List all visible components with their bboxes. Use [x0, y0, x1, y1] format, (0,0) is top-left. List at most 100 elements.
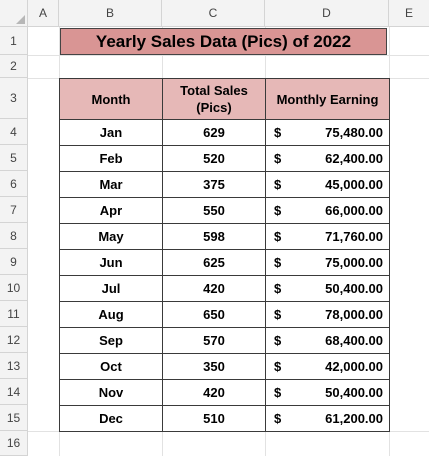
- row-header-14[interactable]: 14: [0, 379, 28, 405]
- cell-total-sales[interactable]: 650: [162, 301, 266, 328]
- currency-symbol: $: [274, 125, 282, 140]
- cell-monthly-earning[interactable]: $50,400.00: [265, 275, 390, 302]
- earning-value: $61,200.00: [266, 411, 389, 426]
- column-header-e[interactable]: E: [389, 0, 429, 27]
- cell-total-sales[interactable]: 420: [162, 379, 266, 406]
- row-header-9[interactable]: 9: [0, 249, 28, 275]
- cell-total-sales[interactable]: 598: [162, 223, 266, 250]
- cell-total-sales[interactable]: 520: [162, 145, 266, 172]
- row-header-15[interactable]: 15: [0, 405, 28, 431]
- row-header-12[interactable]: 12: [0, 327, 28, 353]
- cell-month[interactable]: Jun: [59, 249, 163, 276]
- row-header-11[interactable]: 11: [0, 301, 28, 327]
- cell-monthly-earning[interactable]: $42,000.00: [265, 353, 390, 380]
- cell-monthly-earning[interactable]: $62,400.00: [265, 145, 390, 172]
- table-row: Jun 625 $75,000.00: [59, 249, 390, 276]
- header-sales-line1: Total Sales: [180, 83, 248, 98]
- currency-symbol: $: [274, 229, 282, 244]
- row-header-6[interactable]: 6: [0, 171, 28, 197]
- earning-value: $78,000.00: [266, 307, 389, 322]
- earning-amount: 78,000.00: [325, 307, 383, 322]
- earning-amount: 50,400.00: [325, 281, 383, 296]
- cell-month[interactable]: Jan: [59, 119, 163, 146]
- column-header-a[interactable]: A: [28, 0, 59, 27]
- table-row: Mar 375 $45,000.00: [59, 171, 390, 198]
- row-header-16[interactable]: 16: [0, 431, 28, 456]
- earning-amount: 71,760.00: [325, 229, 383, 244]
- earning-value: $50,400.00: [266, 385, 389, 400]
- cell-month[interactable]: Mar: [59, 171, 163, 198]
- cell-monthly-earning[interactable]: $50,400.00: [265, 379, 390, 406]
- currency-symbol: $: [274, 385, 282, 400]
- earning-amount: 75,480.00: [325, 125, 383, 140]
- row-header-3[interactable]: 3: [0, 78, 28, 119]
- cell-month[interactable]: May: [59, 223, 163, 250]
- select-all-corner[interactable]: [0, 0, 28, 27]
- cell-monthly-earning[interactable]: $71,760.00: [265, 223, 390, 250]
- row-header-10[interactable]: 10: [0, 275, 28, 301]
- cell-month[interactable]: Aug: [59, 301, 163, 328]
- table-row: Aug 650 $78,000.00: [59, 301, 390, 328]
- cell-monthly-earning[interactable]: $75,480.00: [265, 119, 390, 146]
- table-row: Dec 510 $61,200.00: [59, 405, 390, 432]
- cell-month[interactable]: Apr: [59, 197, 163, 224]
- cell-total-sales[interactable]: 510: [162, 405, 266, 432]
- row-header-2[interactable]: 2: [0, 55, 28, 78]
- header-month[interactable]: Month: [59, 78, 163, 120]
- table-body: Jan 629 $75,480.00 Feb 520 $62,400.00 Mar 375 $4…: [59, 119, 390, 432]
- cell-monthly-earning[interactable]: $61,200.00: [265, 405, 390, 432]
- cell-total-sales[interactable]: 625: [162, 249, 266, 276]
- cell-month[interactable]: Nov: [59, 379, 163, 406]
- cell-monthly-earning[interactable]: $75,000.00: [265, 249, 390, 276]
- cell-monthly-earning[interactable]: $45,000.00: [265, 171, 390, 198]
- row-header-8[interactable]: 8: [0, 223, 28, 249]
- cell-month[interactable]: Oct: [59, 353, 163, 380]
- table-row: May 598 $71,760.00: [59, 223, 390, 250]
- cell-month[interactable]: Feb: [59, 145, 163, 172]
- cell-total-sales[interactable]: 350: [162, 353, 266, 380]
- earning-amount: 45,000.00: [325, 177, 383, 192]
- earning-amount: 61,200.00: [325, 411, 383, 426]
- earning-amount: 42,000.00: [325, 359, 383, 374]
- column-header-d[interactable]: D: [265, 0, 389, 27]
- table-row: Nov 420 $50,400.00: [59, 379, 390, 406]
- row-header-4[interactable]: 4: [0, 119, 28, 145]
- currency-symbol: $: [274, 281, 282, 296]
- table-header-row: Month Total Sales (Pics) Monthly Earning: [59, 78, 390, 120]
- earning-amount: 66,000.00: [325, 203, 383, 218]
- cell-monthly-earning[interactable]: $66,000.00: [265, 197, 390, 224]
- currency-symbol: $: [274, 255, 282, 270]
- table-row: Apr 550 $66,000.00: [59, 197, 390, 224]
- earning-amount: 75,000.00: [325, 255, 383, 270]
- select-all-triangle-icon: [16, 15, 25, 24]
- column-header-c[interactable]: C: [162, 0, 265, 27]
- cell-total-sales[interactable]: 629: [162, 119, 266, 146]
- cell-monthly-earning[interactable]: $68,400.00: [265, 327, 390, 354]
- cell-monthly-earning[interactable]: $78,000.00: [265, 301, 390, 328]
- earning-value: $75,000.00: [266, 255, 389, 270]
- earning-value: $68,400.00: [266, 333, 389, 348]
- sheet-title[interactable]: Yearly Sales Data (Pics) of 2022: [60, 28, 387, 55]
- row-header-1[interactable]: 1: [0, 27, 28, 55]
- currency-symbol: $: [274, 151, 282, 166]
- currency-symbol: $: [274, 177, 282, 192]
- gridline: [28, 55, 429, 56]
- cell-total-sales[interactable]: 570: [162, 327, 266, 354]
- currency-symbol: $: [274, 203, 282, 218]
- row-header-7[interactable]: 7: [0, 197, 28, 223]
- header-total-sales[interactable]: Total Sales (Pics): [162, 78, 266, 120]
- cell-total-sales[interactable]: 420: [162, 275, 266, 302]
- header-monthly-earning[interactable]: Monthly Earning: [265, 78, 390, 120]
- sales-table: Month Total Sales (Pics) Monthly Earning …: [59, 78, 390, 432]
- column-header-b[interactable]: B: [59, 0, 162, 27]
- row-header-5[interactable]: 5: [0, 145, 28, 171]
- cell-month[interactable]: Dec: [59, 405, 163, 432]
- cell-total-sales[interactable]: 550: [162, 197, 266, 224]
- cell-month[interactable]: Sep: [59, 327, 163, 354]
- cell-month[interactable]: Jul: [59, 275, 163, 302]
- table-row: Oct 350 $42,000.00: [59, 353, 390, 380]
- earning-amount: 50,400.00: [325, 385, 383, 400]
- cell-total-sales[interactable]: 375: [162, 171, 266, 198]
- gridline: [28, 431, 429, 432]
- row-header-13[interactable]: 13: [0, 353, 28, 379]
